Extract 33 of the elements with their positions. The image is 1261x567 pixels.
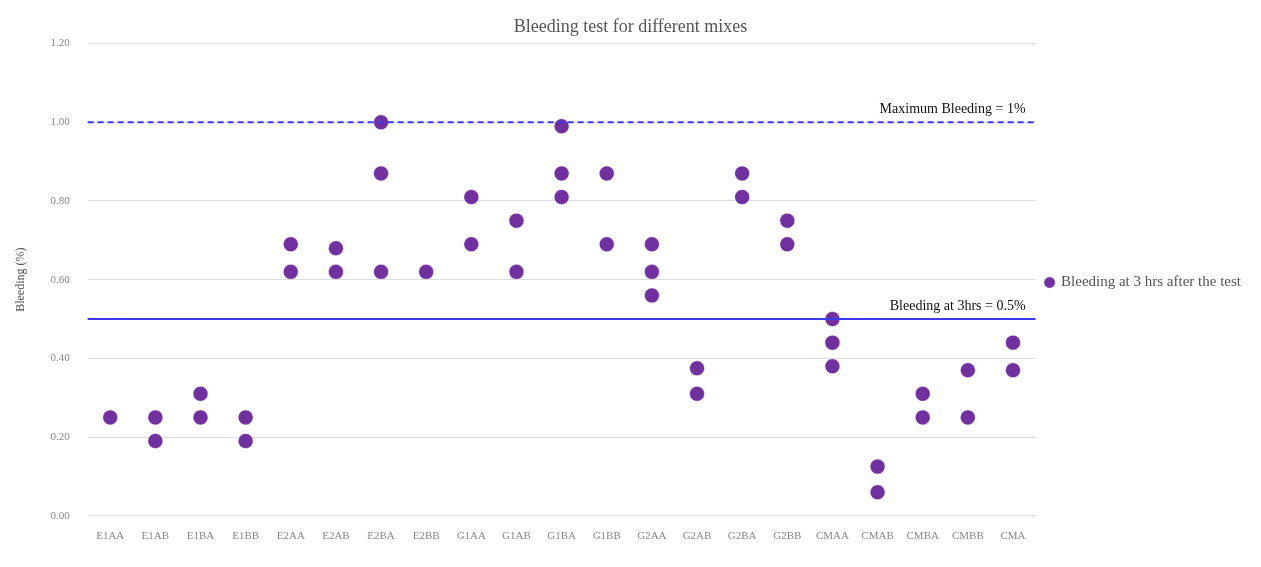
ref-line-label: Maximum Bleeding = 1% bbox=[879, 100, 1026, 116]
x-tick-label: CMAB bbox=[861, 529, 894, 542]
legend-label: Bleeding at 3 hrs after the test bbox=[1061, 273, 1242, 290]
x-tick-label: G2BB bbox=[773, 529, 802, 542]
x-tick-label: E1AA bbox=[96, 529, 125, 542]
x-tick-label: G2AA bbox=[637, 529, 667, 542]
x-tick-label: E1BA bbox=[186, 529, 215, 542]
x-tick-label: CMBA bbox=[906, 529, 939, 542]
x-tick-label: G2BA bbox=[727, 529, 757, 542]
y-axis-title: Bleeding (%) bbox=[13, 247, 28, 312]
x-tick-label: G1BB bbox=[592, 529, 621, 542]
x-tick-label: G1BA bbox=[547, 529, 577, 542]
x-tick-label: E1AB bbox=[141, 529, 170, 542]
y-tick-label: 0.00 bbox=[50, 508, 71, 521]
y-tick-label: 1.00 bbox=[50, 115, 71, 128]
x-tick-label: CMBB bbox=[951, 529, 984, 542]
x-tick-label: E2AB bbox=[322, 529, 350, 542]
x-tick-label: G1AA bbox=[456, 529, 487, 542]
x-tick-label: CMA bbox=[1000, 529, 1026, 542]
y-tick-label: 0.40 bbox=[50, 351, 71, 364]
x-tick-label: CMAA bbox=[815, 529, 849, 542]
ref-line-label: Bleeding at 3hrs = 0.5% bbox=[889, 297, 1026, 313]
y-tick-label: 0.20 bbox=[50, 429, 71, 442]
x-tick-label: G2AB bbox=[682, 529, 712, 542]
chart-title: Bleeding test for different mixes bbox=[513, 15, 748, 36]
x-tick-label: E2AA bbox=[276, 529, 305, 542]
x-tick-label: E2BA bbox=[367, 529, 395, 542]
x-tick-label: E2BB bbox=[412, 529, 440, 542]
x-tick-label: G1AB bbox=[502, 529, 531, 542]
y-tick-label: 0.80 bbox=[50, 193, 71, 206]
x-tick-label: E1BB bbox=[232, 529, 260, 542]
y-tick-label: 1.20 bbox=[50, 36, 71, 49]
y-tick-label: 0.60 bbox=[50, 272, 71, 285]
